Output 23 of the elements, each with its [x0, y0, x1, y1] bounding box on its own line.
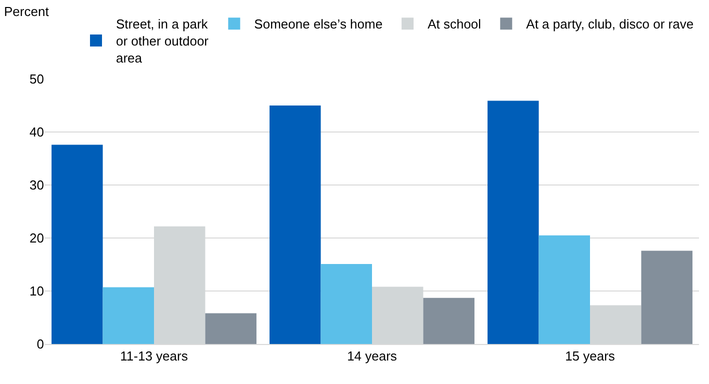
legend-label: Someone else’s home [254, 16, 383, 32]
bar [488, 100, 539, 344]
bar [52, 144, 103, 344]
x-tick-label: 15 years [565, 348, 616, 364]
y-tick-label: 40 [30, 124, 44, 140]
legend-label: Street, in a park or other outdoor area [116, 16, 210, 66]
bar [641, 250, 692, 344]
legend-label: At a party, club, disco or rave [526, 16, 694, 32]
bar [102, 287, 154, 344]
bar [538, 235, 590, 344]
bar [270, 106, 321, 344]
x-tick-label: 14 years [347, 348, 398, 364]
y-tick-label: 50 [30, 72, 44, 87]
bar [205, 313, 256, 344]
legend-label: At school [428, 16, 482, 32]
bar [320, 264, 372, 344]
y-tick-label: 0 [36, 336, 44, 352]
y-tick-label: 10 [30, 284, 44, 299]
x-tick-label: 11-13 years [120, 348, 188, 364]
y-axis-title: Percent [4, 4, 50, 19]
bar [423, 298, 474, 344]
y-tick-label: 30 [30, 178, 44, 193]
y-tick-label: 20 [30, 230, 44, 246]
